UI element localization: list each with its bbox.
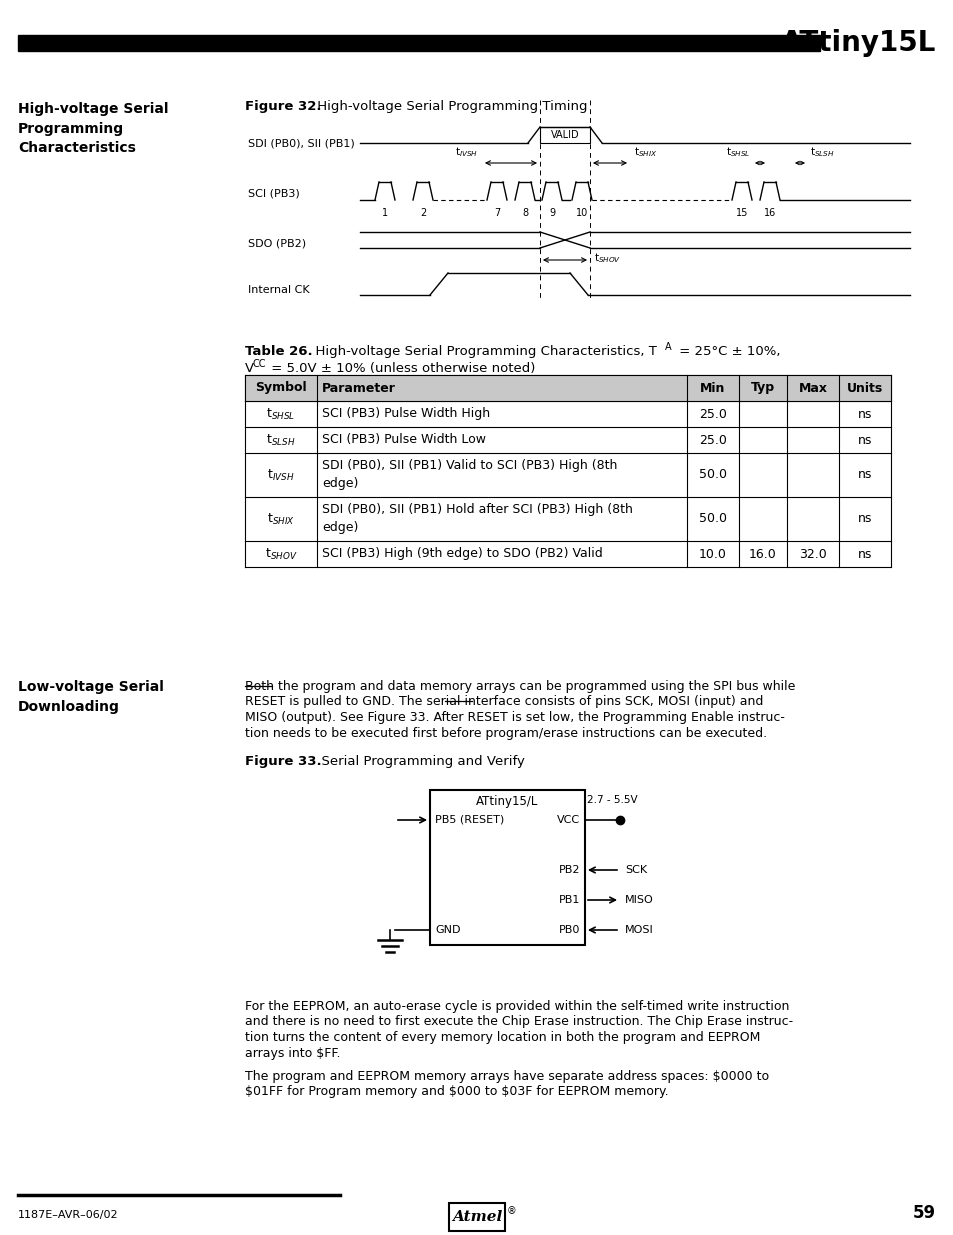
Bar [430,790,584,945]
Text: 2: 2 [419,207,426,219]
Bar [539,127,589,143]
Text: t$_{IVSH}$: t$_{IVSH}$ [267,468,294,483]
Text: t$_{SLSH}$: t$_{SLSH}$ [809,146,834,159]
Text: SCI (PB3) Pulse Width High: SCI (PB3) Pulse Width High [322,408,490,420]
Text: Atmel: Atmel [452,1210,501,1224]
Text: t$_{SHOV}$: t$_{SHOV}$ [594,251,620,264]
Text: tion turns the content of every memory location in both the program and EEPROM: tion turns the content of every memory l… [245,1031,760,1044]
Text: 16: 16 [763,207,776,219]
Bar [245,375,890,401]
Text: SCI (PB3) Pulse Width Low: SCI (PB3) Pulse Width Low [322,433,485,447]
Text: Min: Min [700,382,725,394]
Text: CC: CC [253,359,266,369]
Text: For the EEPROM, an auto-erase cycle is provided within the self-timed write inst: For the EEPROM, an auto-erase cycle is p… [245,1000,788,1013]
Text: PB1: PB1 [558,895,579,905]
Text: t$_{SHIX}$: t$_{SHIX}$ [634,146,657,159]
Text: 10.0: 10.0 [699,547,726,561]
Text: 2.7 - 5.5V: 2.7 - 5.5V [586,795,637,805]
Text: ns: ns [857,408,871,420]
Text: and there is no need to first execute the Chip Erase instruction. The Chip Erase: and there is no need to first execute th… [245,1015,792,1029]
Text: 10: 10 [576,207,587,219]
Text: ns: ns [857,547,871,561]
Text: Serial Programming and Verify: Serial Programming and Verify [313,755,524,768]
Text: t$_{SLSH}$: t$_{SLSH}$ [266,432,295,447]
Text: A: A [664,342,671,352]
Text: t$_{SHSL}$: t$_{SHSL}$ [266,406,295,421]
Text: Low-voltage Serial
Downloading: Low-voltage Serial Downloading [18,680,164,714]
Text: PB5 (RESET): PB5 (RESET) [435,815,504,825]
Bar [449,1203,504,1231]
Text: PB2: PB2 [558,864,579,876]
Text: t$_{IVSH}$: t$_{IVSH}$ [455,146,477,159]
Text: Symbol: Symbol [254,382,307,394]
Text: VCC: VCC [557,815,579,825]
Text: t$_{SHSL}$: t$_{SHSL}$ [725,146,749,159]
Text: Units: Units [846,382,882,394]
Text: 1187E–AVR–06/02: 1187E–AVR–06/02 [18,1210,118,1220]
Text: Typ: Typ [750,382,774,394]
Text: 15: 15 [735,207,747,219]
Text: Internal CK: Internal CK [248,285,310,295]
Text: SCI (PB3) High (9th edge) to SDO (PB2) Valid: SCI (PB3) High (9th edge) to SDO (PB2) V… [322,547,602,561]
Text: SDI (PB0), SII (PB1): SDI (PB0), SII (PB1) [248,138,355,148]
Text: The program and EEPROM memory arrays have separate address spaces: $0000 to: The program and EEPROM memory arrays hav… [245,1070,768,1083]
Text: SCK: SCK [624,864,646,876]
Text: High-voltage Serial Programming Timing: High-voltage Serial Programming Timing [313,100,587,112]
Text: High-voltage Serial Programming Characteristics, T: High-voltage Serial Programming Characte… [307,345,657,358]
Text: 59: 59 [912,1204,935,1221]
Text: Max: Max [798,382,826,394]
Text: 7: 7 [494,207,499,219]
Text: $01FF for Program memory and $000 to $03F for EEPROM memory.: $01FF for Program memory and $000 to $03… [245,1086,668,1098]
Text: ns: ns [857,468,871,482]
Text: ns: ns [857,513,871,526]
Text: edge): edge) [322,478,358,490]
Text: ATtiny15/L: ATtiny15/L [476,795,538,809]
Text: SCI (PB3): SCI (PB3) [248,188,299,198]
Text: ns: ns [857,433,871,447]
Text: PB0: PB0 [558,925,579,935]
Text: 9: 9 [548,207,555,219]
Text: = 25°C ± 10%,: = 25°C ± 10%, [675,345,780,358]
Text: ®: ® [506,1207,517,1216]
Text: 50.0: 50.0 [699,468,726,482]
Text: 25.0: 25.0 [699,408,726,420]
Text: Both the program and data memory arrays can be programmed using the SPI bus whil: Both the program and data memory arrays … [245,680,795,693]
Text: Figure 33.: Figure 33. [245,755,321,768]
Text: Table 26.: Table 26. [245,345,313,358]
Text: VALID: VALID [550,130,578,140]
Text: t$_{SHOV}$: t$_{SHOV}$ [264,546,297,562]
Text: 25.0: 25.0 [699,433,726,447]
Text: MISO: MISO [624,895,653,905]
Text: Parameter: Parameter [322,382,395,394]
Text: MOSI: MOSI [624,925,653,935]
Text: MISO (output). See Figure 33. After RESET is set low, the Programming Enable ins: MISO (output). See Figure 33. After RESE… [245,711,784,724]
Text: SDI (PB0), SII (PB1) Valid to SCI (PB3) High (8th: SDI (PB0), SII (PB1) Valid to SCI (PB3) … [322,459,617,473]
Text: 32.0: 32.0 [799,547,826,561]
Text: arrays into $FF.: arrays into $FF. [245,1046,340,1060]
Text: High-voltage Serial
Programming
Characteristics: High-voltage Serial Programming Characte… [18,103,169,156]
Text: SDI (PB0), SII (PB1) Hold after SCI (PB3) High (8th: SDI (PB0), SII (PB1) Hold after SCI (PB3… [322,504,632,516]
Text: Figure 32.: Figure 32. [245,100,321,112]
Text: V: V [245,362,253,375]
Text: 16.0: 16.0 [748,547,776,561]
Text: SDO (PB2): SDO (PB2) [248,238,306,248]
Text: ATtiny15L: ATtiny15L [780,28,935,57]
Text: tion needs to be executed first before program/erase instructions can be execute: tion needs to be executed first before p… [245,726,766,740]
Text: 50.0: 50.0 [699,513,726,526]
Text: t$_{SHIX}$: t$_{SHIX}$ [267,511,294,526]
Text: GND: GND [435,925,460,935]
Text: = 5.0V ± 10% (unless otherwise noted): = 5.0V ± 10% (unless otherwise noted) [267,362,535,375]
Bar [18,35,820,51]
Text: edge): edge) [322,521,358,535]
Text: RESET is pulled to GND. The serial interface consists of pins SCK, MOSI (input) : RESET is pulled to GND. The serial inter… [245,695,762,709]
Text: 8: 8 [521,207,528,219]
Text: 1: 1 [381,207,388,219]
